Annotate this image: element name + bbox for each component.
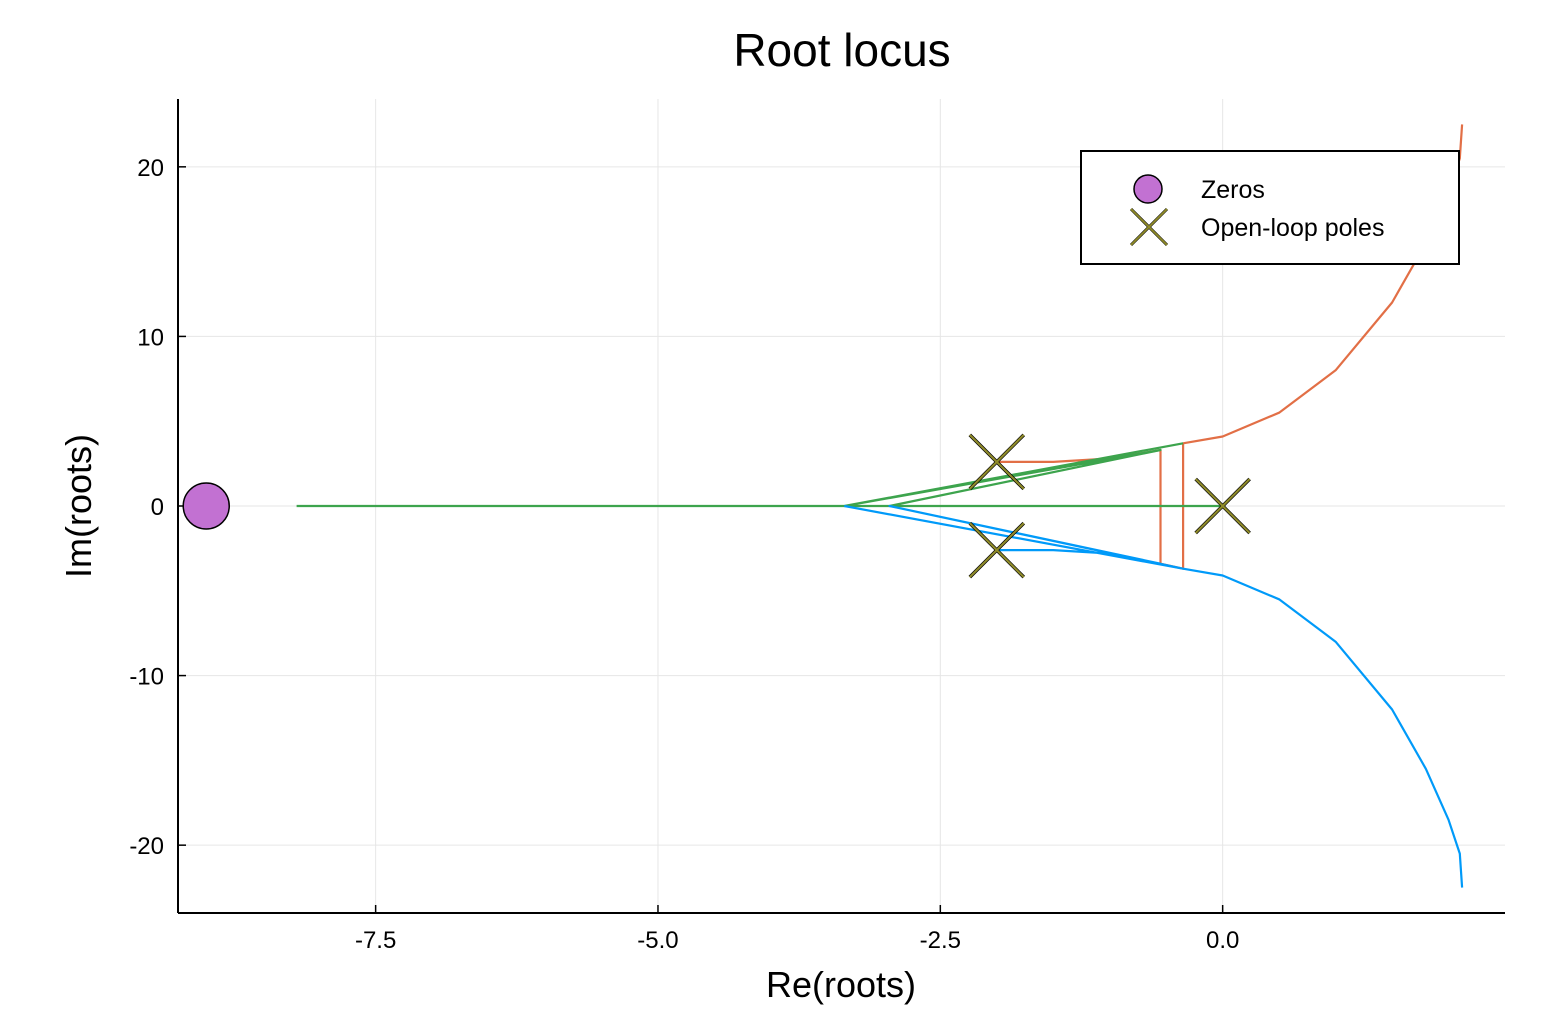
legend-zeros-marker xyxy=(1133,174,1163,204)
x-tick-label: -2.5 xyxy=(920,927,961,954)
y-tick-label: 0 xyxy=(151,494,164,521)
legend-zeros-label: Zeros xyxy=(1201,176,1265,204)
legend-poles-label: Open-loop poles xyxy=(1201,214,1384,242)
pole-marker-stroke xyxy=(969,522,1025,578)
legend-box xyxy=(1080,150,1460,265)
locus-branch-2 xyxy=(296,442,1224,508)
locus-branch-3 xyxy=(844,504,1464,888)
x-ticks: -7.5 -5.0 -2.5 0.0 xyxy=(355,905,1239,954)
pole-marker xyxy=(968,521,1026,579)
pole-marker xyxy=(968,433,1026,491)
markers xyxy=(182,433,1251,579)
x-axis-label: Re(roots) xyxy=(766,964,916,1005)
pole-marker-stroke xyxy=(1194,478,1251,534)
y-axis-label: Im(roots) xyxy=(58,434,99,578)
x-tick-label: 0.0 xyxy=(1206,927,1239,954)
x-tick-label: -7.5 xyxy=(355,927,396,954)
chart-title: Root locus xyxy=(733,24,950,76)
pole-marker-stroke xyxy=(969,434,1025,490)
y-tick-label: 10 xyxy=(137,324,164,351)
legend: Zeros Open-loop poles xyxy=(1080,150,1460,265)
zero-marker xyxy=(182,482,230,530)
x-tick-label: -5.0 xyxy=(637,927,678,954)
y-tick-label: -20 xyxy=(129,833,164,860)
y-tick-label: -10 xyxy=(129,664,164,691)
pole-marker xyxy=(1194,477,1251,535)
legend-poles-marker xyxy=(1129,207,1169,247)
y-tick-label: 20 xyxy=(137,155,164,182)
